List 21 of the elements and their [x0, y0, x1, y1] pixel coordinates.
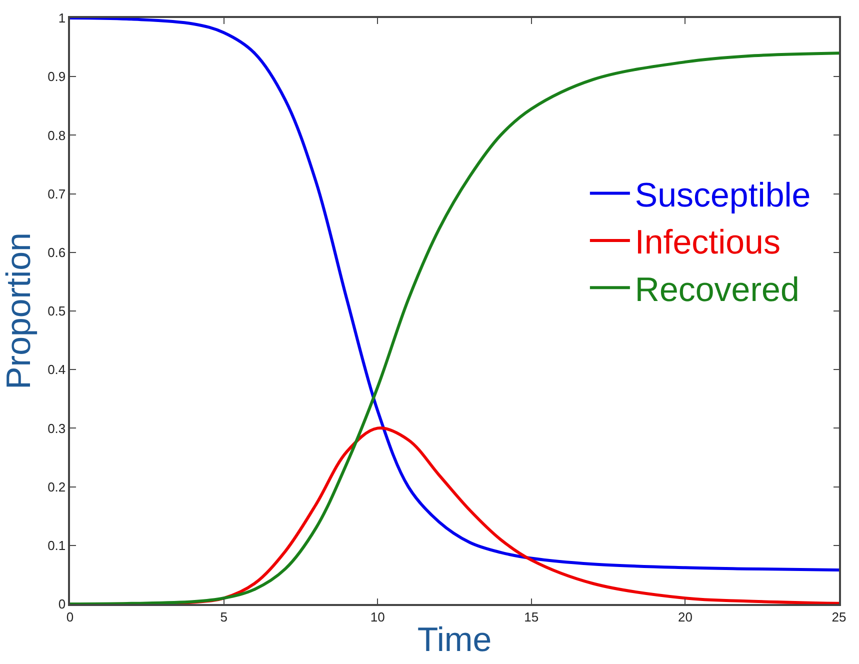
- x-tick-label: 15: [524, 609, 539, 624]
- y-tick-label: 0.8: [48, 128, 66, 143]
- x-tick-label: 25: [832, 609, 846, 624]
- y-tick-label: 0.1: [48, 538, 66, 553]
- y-tick-label: 0.9: [48, 69, 66, 84]
- x-tick-label: 5: [220, 609, 228, 624]
- legend-label: Infectious: [634, 224, 780, 262]
- y-tick-label: 0: [58, 596, 66, 612]
- x-axis-title: Time: [417, 621, 492, 660]
- y-tick-label: 0.6: [48, 244, 66, 260]
- y-tick-label: 0.3: [48, 420, 66, 436]
- legend-label: Susceptible: [634, 176, 811, 215]
- y-tick-label: 1: [58, 10, 66, 26]
- y-axis-title: Proportion: [0, 232, 38, 390]
- y-tick-label: 0.7: [48, 186, 66, 202]
- y-tick-label: 0.2: [48, 479, 66, 494]
- x-tick-label: 10: [370, 609, 385, 624]
- y-tick-label: 0.5: [48, 304, 66, 319]
- x-tick-label: 20: [678, 609, 692, 624]
- legend-label: Recovered: [634, 270, 800, 309]
- y-tick-label: 0.4: [48, 362, 66, 378]
